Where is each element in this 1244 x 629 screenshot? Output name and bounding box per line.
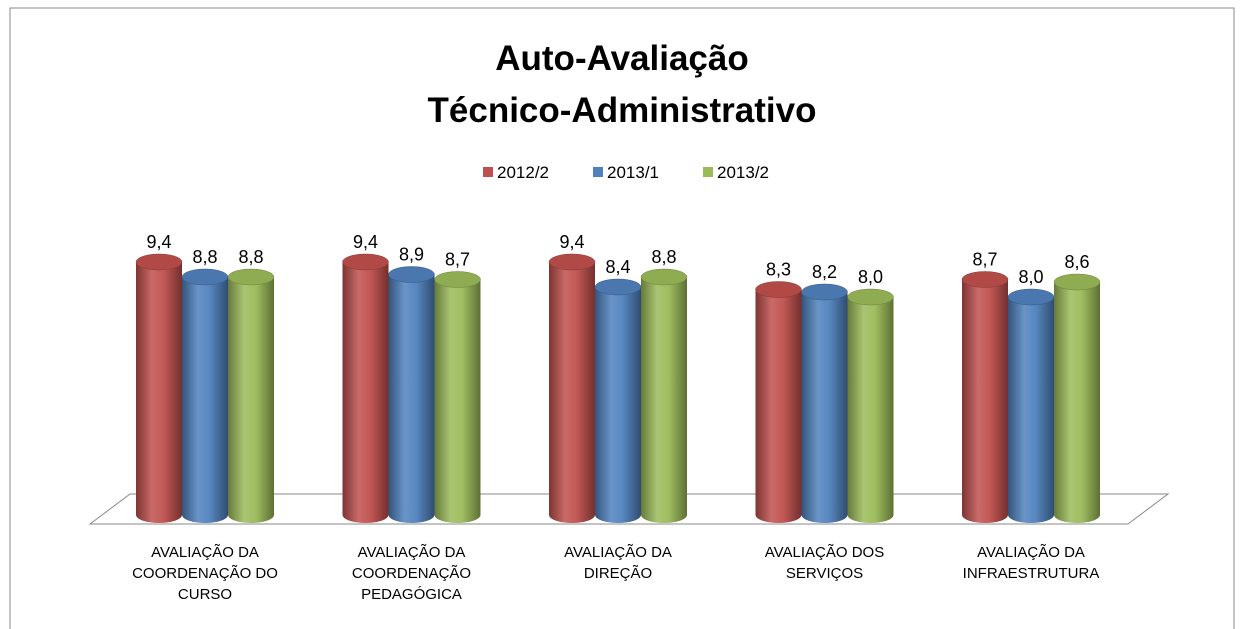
cylinder-body [434, 279, 481, 523]
bar [961, 271, 1009, 523]
cylinder-top [342, 253, 389, 271]
bar [640, 268, 688, 523]
cylinder-top [801, 283, 848, 301]
value-label: 8,8 [192, 247, 217, 267]
bar [342, 253, 389, 523]
cylinder-body [595, 287, 641, 523]
cylinder-body [182, 277, 228, 523]
cylinder-top [388, 266, 435, 283]
cylinder-top [847, 288, 894, 306]
bar [181, 268, 229, 523]
value-label: 8,8 [651, 247, 676, 267]
cylinder-body [755, 289, 802, 523]
value-label: 8,6 [1064, 252, 1089, 272]
x-tick-label: AVALIAÇÃO DOS SERVIÇOS [764, 544, 885, 582]
cylinder-body [228, 277, 274, 523]
legend-label: 2013/1 [607, 163, 659, 182]
value-label: 8,9 [399, 245, 424, 265]
cylinder-body [1054, 282, 1100, 523]
bar [847, 288, 894, 523]
chart-title: Auto-Avaliação [495, 39, 748, 78]
cylinder-top [434, 271, 481, 288]
cylinder-body [136, 262, 182, 523]
chart-frame [9, 7, 1235, 629]
cylinder-top [961, 271, 1009, 288]
value-label: 8,7 [972, 250, 997, 270]
cylinder-body [549, 262, 595, 523]
bar [434, 271, 481, 523]
value-label: 9,4 [146, 232, 171, 252]
cylinder-body [962, 279, 1008, 523]
x-tick-label: AVALIAÇÃO DA INFRAESTRUTURA [962, 544, 1100, 582]
cylinder-top [548, 253, 596, 271]
cylinder-body [801, 292, 848, 523]
cylinder-body [847, 297, 894, 523]
cylinder-top [227, 268, 275, 286]
bar [801, 283, 848, 523]
bar [548, 253, 596, 523]
cylinder-top [755, 281, 802, 298]
value-label: 8,3 [766, 260, 791, 280]
legend-swatch [703, 167, 713, 177]
x-tick-label: AVALIAÇÃO DA DIREÇÃO [564, 544, 672, 582]
legend-label: 2013/2 [717, 163, 769, 182]
value-label: 9,4 [353, 232, 378, 252]
cylinder-body [641, 277, 687, 523]
bar [227, 268, 275, 523]
x-tick-label: AVALIAÇÃO DA COORDENAÇÃO DO CURSO [132, 544, 278, 603]
bar [594, 278, 642, 523]
value-label: 8,0 [1018, 267, 1043, 287]
cylinder-top [1007, 288, 1055, 306]
cylinder-top [1053, 273, 1101, 291]
x-tick-label: AVALIAÇÃO DA COORDENAÇÃO PEDAGÓGICA [351, 544, 472, 603]
cylinder-body [1008, 297, 1054, 523]
cylinder-top [135, 253, 183, 271]
legend-label: 2012/2 [497, 163, 549, 182]
value-label: 8,8 [238, 247, 263, 267]
value-label: 8,2 [812, 262, 837, 282]
legend-swatch [593, 167, 603, 177]
bar [388, 266, 435, 523]
bar [135, 253, 183, 523]
chart-title: Técnico-Administrativo [428, 91, 817, 130]
bar [1007, 288, 1055, 523]
cylinder-top [640, 268, 688, 286]
cylinder-top [594, 278, 642, 296]
bar [755, 281, 802, 523]
value-label: 8,0 [858, 267, 883, 287]
bar [1053, 273, 1101, 523]
cylinder-body [342, 262, 389, 523]
value-label: 9,4 [559, 232, 584, 252]
value-label: 8,4 [605, 257, 630, 277]
cylinder-top [181, 268, 229, 286]
cylinder-body [388, 274, 435, 523]
value-label: 8,7 [445, 250, 470, 270]
legend-swatch [483, 167, 493, 177]
